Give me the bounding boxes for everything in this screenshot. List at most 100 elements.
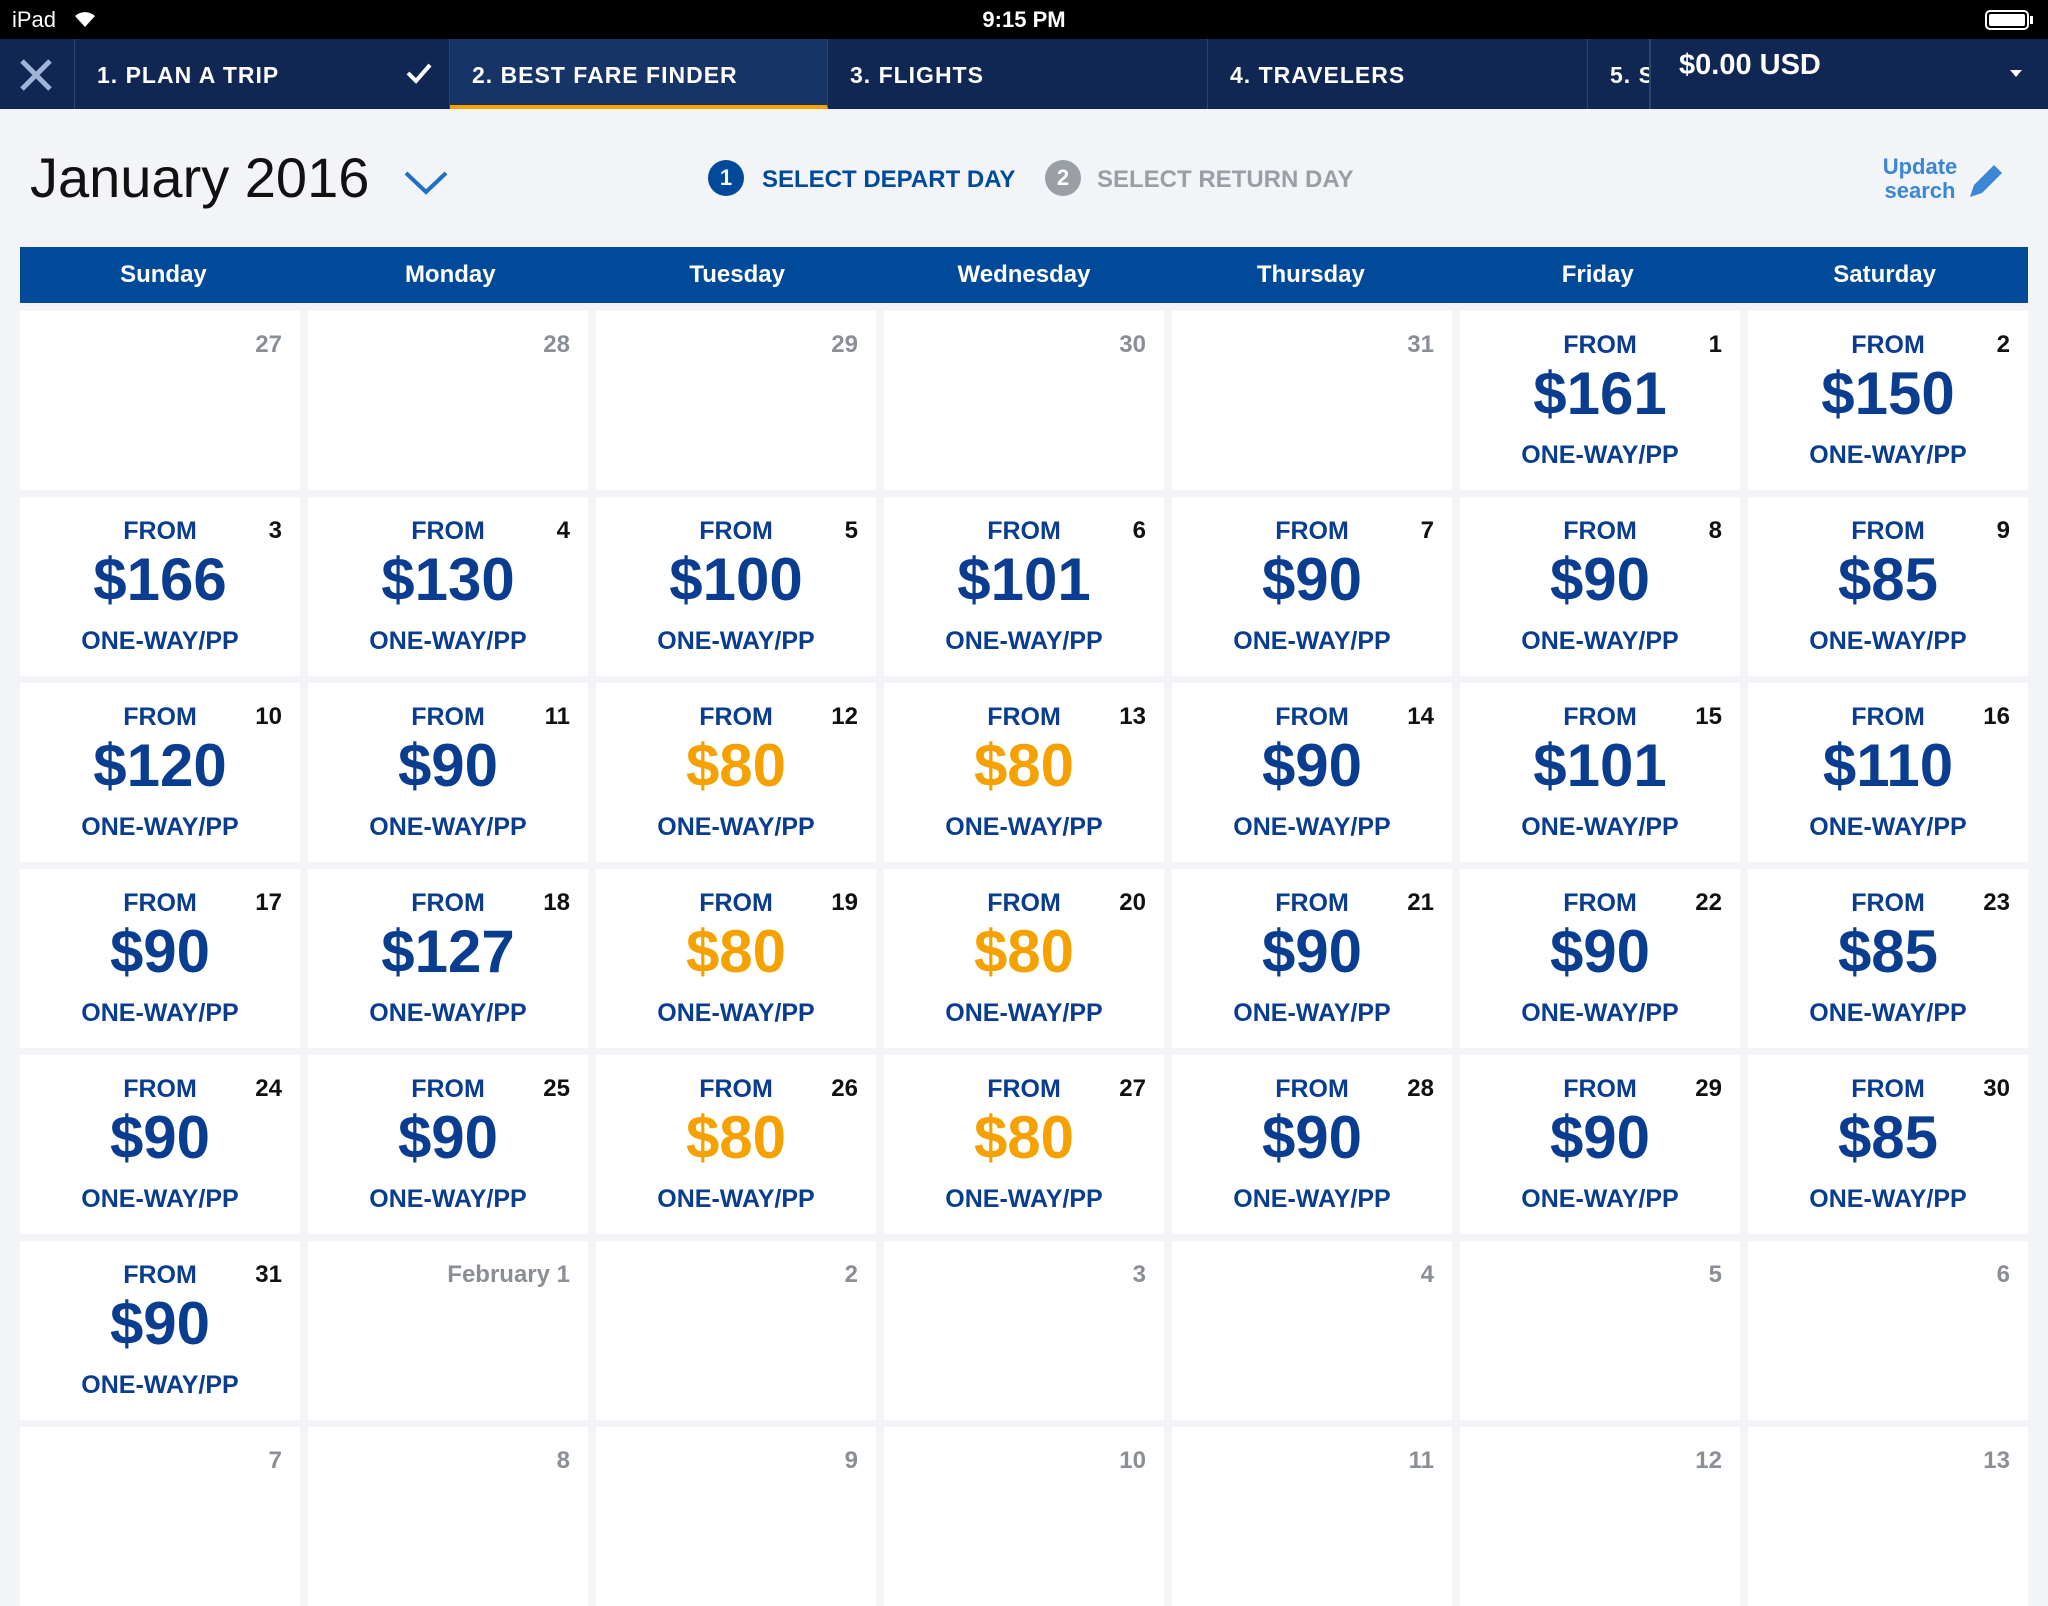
fare-price: $80 xyxy=(973,1104,1075,1171)
day-cell: February 1 xyxy=(308,1241,588,1420)
fare-price: $90 xyxy=(109,918,211,985)
day-cell[interactable]: 21 FROM $90 ONE-WAY/PP xyxy=(1172,869,1452,1048)
day-number: 18 xyxy=(543,889,570,916)
pencil-icon xyxy=(1970,165,2002,197)
day-cell[interactable]: 1 FROM $161 ONE-WAY/PP xyxy=(1460,311,1740,490)
day-cell[interactable]: 30 FROM $85 ONE-WAY/PP xyxy=(1748,1055,2028,1234)
price-prefix: FROM xyxy=(1851,331,1925,359)
day-number: 10 xyxy=(1119,1447,1146,1474)
price-suffix: ONE-WAY/PP xyxy=(945,999,1103,1027)
price-prefix: FROM xyxy=(1851,1075,1925,1103)
fare-price: $110 xyxy=(1822,732,1954,799)
weekday-label: Sunday xyxy=(120,261,207,288)
day-cell: 27 xyxy=(20,311,300,490)
fare-price: $90 xyxy=(1549,546,1651,613)
day-cell[interactable]: 9 FROM $85 ONE-WAY/PP xyxy=(1748,497,2028,676)
price-suffix: ONE-WAY/PP xyxy=(657,627,815,655)
day-cell[interactable]: 19 FROM $80 ONE-WAY/PP xyxy=(596,869,876,1048)
price-prefix: FROM xyxy=(123,703,197,731)
price-prefix: FROM xyxy=(1851,889,1925,917)
close-button[interactable] xyxy=(18,57,54,93)
day-number: 3 xyxy=(1132,1261,1146,1288)
fare-price: $90 xyxy=(109,1290,211,1357)
total-dropdown[interactable]: $0.00 USD xyxy=(1650,39,2048,109)
price-suffix: ONE-WAY/PP xyxy=(81,627,239,655)
price-prefix: FROM xyxy=(1275,517,1349,545)
day-number: 6 xyxy=(1996,1261,2010,1288)
day-cell[interactable]: 4 FROM $130 ONE-WAY/PP xyxy=(308,497,588,676)
day-cell[interactable]: 31 FROM $90 ONE-WAY/PP xyxy=(20,1241,300,1420)
day-number: February 1 xyxy=(447,1261,570,1288)
nav-tab[interactable]: 5. S xyxy=(1588,39,1650,109)
price-suffix: ONE-WAY/PP xyxy=(945,627,1103,655)
day-cell[interactable]: 29 FROM $90 ONE-WAY/PP xyxy=(1460,1055,1740,1234)
calendar-grid: 27 28 29 30 31 1 FROM $161 ONE-WAY/PP 2 FROM $150 ON… xyxy=(20,311,2028,1606)
month-title[interactable]: January 2016 xyxy=(30,145,449,210)
day-cell[interactable]: 8 FROM $90 ONE-WAY/PP xyxy=(1460,497,1740,676)
day-cell[interactable]: 24 FROM $90 ONE-WAY/PP xyxy=(20,1055,300,1234)
fare-price: $90 xyxy=(1261,1104,1363,1171)
price-prefix: FROM xyxy=(987,517,1061,545)
price-suffix: ONE-WAY/PP xyxy=(1809,999,1967,1027)
price-prefix: FROM xyxy=(123,517,197,545)
day-cell[interactable]: 7 FROM $90 ONE-WAY/PP xyxy=(1172,497,1452,676)
day-cell[interactable]: 14 FROM $90 ONE-WAY/PP xyxy=(1172,683,1452,862)
price-suffix: ONE-WAY/PP xyxy=(945,813,1103,841)
day-cell[interactable]: 2 FROM $150 ONE-WAY/PP xyxy=(1748,311,2028,490)
day-cell[interactable]: 20 FROM $80 ONE-WAY/PP xyxy=(884,869,1164,1048)
price-suffix: ONE-WAY/PP xyxy=(1521,999,1679,1027)
price-prefix: FROM xyxy=(1851,517,1925,545)
tab-label: 3. FLIGHTS xyxy=(850,62,984,88)
nav-tab[interactable]: 3. FLIGHTS xyxy=(828,39,1208,109)
tab-label: 4. TRAVELERS xyxy=(1230,62,1406,88)
fare-price: $90 xyxy=(1549,1104,1651,1171)
price-prefix: FROM xyxy=(987,1075,1061,1103)
day-number: 27 xyxy=(255,331,282,358)
day-number: 28 xyxy=(1407,1075,1434,1102)
day-number: 11 xyxy=(1408,1447,1434,1474)
day-number: 9 xyxy=(1996,517,2010,544)
day-cell[interactable]: 18 FROM $127 ONE-WAY/PP xyxy=(308,869,588,1048)
price-prefix: FROM xyxy=(699,703,773,731)
price-prefix: FROM xyxy=(1563,1075,1637,1103)
day-cell[interactable]: 17 FROM $90 ONE-WAY/PP xyxy=(20,869,300,1048)
price-prefix: FROM xyxy=(1275,703,1349,731)
fare-price: $90 xyxy=(1261,918,1363,985)
day-cell[interactable]: 3 FROM $166 ONE-WAY/PP xyxy=(20,497,300,676)
day-number: 26 xyxy=(831,1075,858,1102)
price-prefix: FROM xyxy=(1275,1075,1349,1103)
day-cell[interactable]: 11 FROM $90 ONE-WAY/PP xyxy=(308,683,588,862)
month-label: January 2016 xyxy=(30,146,370,209)
update-search-button[interactable]: Update search xyxy=(1880,155,2010,205)
fare-price: $80 xyxy=(685,918,787,985)
day-cell[interactable]: 5 FROM $100 ONE-WAY/PP xyxy=(596,497,876,676)
day-cell[interactable]: 15 FROM $101 ONE-WAY/PP xyxy=(1460,683,1740,862)
nav-tab[interactable]: 2. BEST FARE FINDER xyxy=(450,39,828,109)
step-label: SELECT RETURN DAY xyxy=(1097,166,1354,193)
day-cell[interactable]: 25 FROM $90 ONE-WAY/PP xyxy=(308,1055,588,1234)
day-cell[interactable]: 26 FROM $80 ONE-WAY/PP xyxy=(596,1055,876,1234)
price-prefix: FROM xyxy=(1563,889,1637,917)
price-suffix: ONE-WAY/PP xyxy=(1521,441,1679,469)
price-prefix: FROM xyxy=(987,703,1061,731)
day-cell[interactable]: 13 FROM $80 ONE-WAY/PP xyxy=(884,683,1164,862)
day-cell[interactable]: 22 FROM $90 ONE-WAY/PP xyxy=(1460,869,1740,1048)
nav-tab[interactable]: 1. PLAN A TRIP xyxy=(75,39,450,109)
price-suffix: ONE-WAY/PP xyxy=(1521,813,1679,841)
day-cell[interactable]: 6 FROM $101 ONE-WAY/PP xyxy=(884,497,1164,676)
day-cell[interactable]: 23 FROM $85 ONE-WAY/PP xyxy=(1748,869,2028,1048)
day-number: 29 xyxy=(831,331,858,358)
day-number: 13 xyxy=(1119,703,1146,730)
day-cell[interactable]: 27 FROM $80 ONE-WAY/PP xyxy=(884,1055,1164,1234)
nav-tab[interactable]: 4. TRAVELERS xyxy=(1208,39,1588,109)
divider xyxy=(74,39,75,109)
day-cell[interactable]: 28 FROM $90 ONE-WAY/PP xyxy=(1172,1055,1452,1234)
price-suffix: ONE-WAY/PP xyxy=(1809,627,1967,655)
day-cell: 29 xyxy=(596,311,876,490)
day-number: 30 xyxy=(1983,1075,2010,1102)
day-cell[interactable]: 16 FROM $110 ONE-WAY/PP xyxy=(1748,683,2028,862)
day-number: 1 xyxy=(1708,331,1722,358)
day-cell[interactable]: 10 FROM $120 ONE-WAY/PP xyxy=(20,683,300,862)
price-suffix: ONE-WAY/PP xyxy=(81,1185,239,1213)
day-cell[interactable]: 12 FROM $80 ONE-WAY/PP xyxy=(596,683,876,862)
